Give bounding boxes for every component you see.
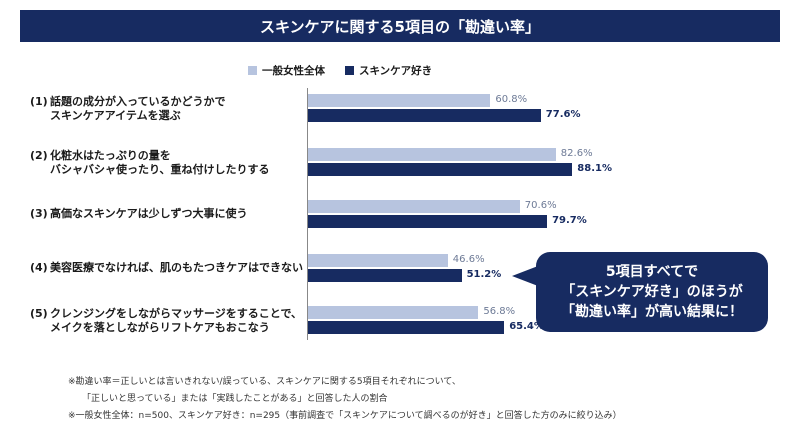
- question-label-2: (2) 化粧水はたっぷりの量を バシャバシャ使ったり、重ね付けしたりする: [30, 149, 270, 177]
- question-text-line1: 話題の成分が入っているかどうかで: [50, 95, 226, 108]
- question-number: (1): [30, 95, 48, 108]
- callout-pointer: [512, 266, 538, 286]
- bar-general-5: [308, 306, 479, 319]
- legend-swatch-general: [248, 66, 257, 75]
- value-label-skincare-lovers-3: 79.7%: [552, 215, 587, 226]
- question-text-line2: バシャバシャ使ったり、重ね付けしたりする: [50, 163, 270, 176]
- callout-line-3: 「勘違い率」が高い結果に！: [561, 304, 743, 320]
- question-label-3: (3) 高価なスキンケアは少しずつ大事に使う: [30, 207, 247, 221]
- bar-skincare-lovers-1: [308, 109, 541, 122]
- legend-label-skincare-lovers: スキンケア好き: [359, 65, 433, 77]
- value-label-skincare-lovers-4: 51.2%: [466, 269, 502, 280]
- axis-line: [307, 88, 308, 340]
- bar-skincare-lovers-2: [308, 163, 573, 176]
- chart-title: スキンケアに関する5項目の「勘違い率」: [20, 10, 780, 42]
- bar-general-1: [308, 94, 491, 107]
- value-label-skincare-lovers-2: 88.1%: [577, 163, 612, 174]
- bar-skincare-lovers-5: [308, 321, 505, 334]
- callout-line-2: 「スキンケア好き」のほうが: [561, 284, 743, 300]
- question-number: (4): [30, 261, 48, 274]
- legend-swatch-skincare-lovers: [345, 66, 354, 75]
- footnote-3: ※一般女性全体：n=500、スキンケア好き：n=295（事前調査で「スキンケアに…: [68, 411, 622, 421]
- question-label-4: (4) 美容医療でなければ、肌のもたつきケアはできない: [30, 261, 303, 275]
- value-label-general-2: 82.6%: [560, 148, 593, 159]
- bar-general-4: [308, 254, 448, 267]
- question-label-1: (1) 話題の成分が入っているかどうかで スキンケアアイテムを選ぶ: [30, 95, 225, 123]
- legend: 一般女性全体 スキンケア好き: [248, 63, 432, 78]
- question-label-5: (5) クレンジングをしながらマッサージをすることで、 メイクを落としながらリフトケ…: [30, 307, 302, 335]
- value-label-general-1: 60.8%: [495, 94, 528, 105]
- bar-skincare-lovers-4: [308, 269, 462, 282]
- value-label-general-3: 70.6%: [524, 200, 557, 211]
- question-text-line1: 高価なスキンケアは少しずつ大事に使う: [50, 207, 248, 220]
- value-label-skincare-lovers-5: 65.4%: [509, 321, 544, 332]
- bar-skincare-lovers-3: [308, 215, 548, 228]
- bar-general-3: [308, 200, 520, 213]
- question-text-line2: スキンケアアイテムを選ぶ: [50, 109, 181, 122]
- question-text-line1: 美容医療でなければ、肌のもたつきケアはできない: [50, 261, 303, 274]
- question-number: (2): [30, 149, 48, 162]
- legend-item-skincare-lovers: スキンケア好き: [345, 63, 432, 78]
- question-text-line2: メイクを落としながらリフトケアもおこなう: [50, 321, 270, 334]
- footnote-1: ※勘違い率＝正しいとは言いきれない/誤っている、スキンケアに関する5項目それぞれ…: [68, 377, 461, 387]
- question-number: (5): [30, 307, 48, 320]
- value-label-skincare-lovers-1: 77.6%: [545, 109, 581, 120]
- bar-general-2: [308, 148, 556, 161]
- question-text-line1: クレンジングをしながらマッサージをすることで、: [50, 307, 303, 320]
- callout-box: 5項目すべてで 「スキンケア好き」のほうが 「勘違い率」が高い結果に！: [536, 252, 768, 332]
- footnote-2: 「正しいと思っている」または「実践したことがある」と回答した人の割合: [82, 394, 388, 404]
- question-text-line1: 化粧水はたっぷりの量を: [50, 149, 171, 162]
- value-label-general-5: 56.8%: [483, 306, 516, 317]
- question-number: (3): [30, 207, 48, 220]
- legend-label-general: 一般女性全体: [262, 65, 325, 77]
- legend-item-general: 一般女性全体: [248, 63, 325, 78]
- callout-line-1: 5項目すべてで: [605, 264, 699, 280]
- value-label-general-4: 46.6%: [452, 254, 485, 265]
